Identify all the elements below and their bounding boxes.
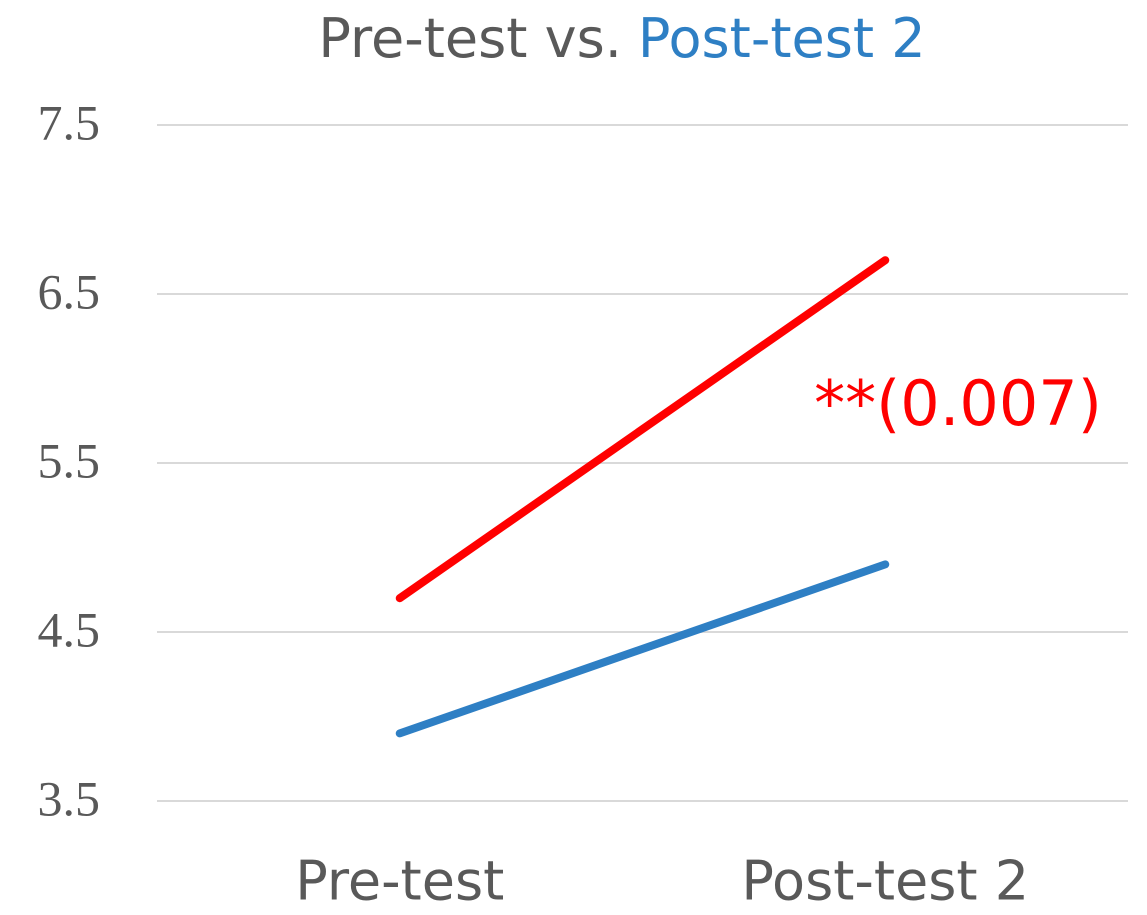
- y-tick-label: 4.5: [38, 601, 101, 657]
- x-tick-label: Post-test 2: [741, 850, 1029, 913]
- y-tick-label: 5.5: [38, 432, 101, 488]
- line: [395, 560, 890, 738]
- y-tick-label: 6.5: [38, 263, 101, 319]
- y-tick-label: 3.5: [38, 770, 101, 826]
- title-part: Post-test 2: [638, 7, 926, 70]
- y-tick-label: 7.5: [38, 94, 101, 150]
- title-part: Pre-test vs.: [318, 7, 621, 70]
- chart-title: Pre-test vs. Post-test 2: [318, 7, 925, 70]
- line: [395, 256, 890, 603]
- annotation: **(0.007): [814, 367, 1102, 440]
- x-tick-label: Pre-test: [295, 850, 504, 913]
